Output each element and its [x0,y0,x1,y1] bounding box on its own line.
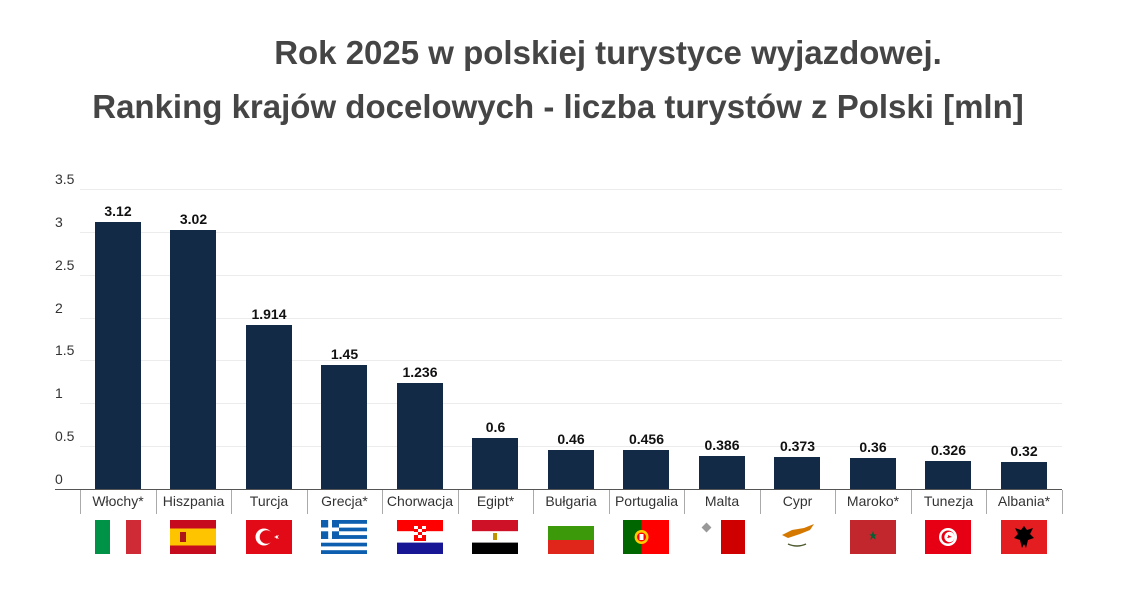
egypt-flag [472,520,519,554]
category-separator [684,490,685,514]
value-label: 0.46 [557,430,585,447]
croatia-flag [396,520,443,554]
bulgaria-flag [547,520,594,554]
category-label: Włochy* [92,493,144,509]
bar-3[interactable] [321,364,368,489]
category-separator [1061,490,1063,514]
bar-6[interactable] [547,449,594,489]
gridline [80,446,1062,448]
y-tick-label: 1.5 [55,342,75,359]
value-label: 0.373 [779,438,816,455]
gridline [80,317,1062,319]
turkey-flag [245,520,292,554]
value-label: 0.6 [485,418,506,435]
value-label: 3.12 [104,202,132,219]
category-label: Albania* [997,493,1051,509]
chart-title-line2: Ranking krajów docelowych - liczba turys… [92,88,1024,125]
category-separator [457,490,459,514]
y-tick-label: 1 [55,385,63,402]
category-label: Tunezja [923,493,974,509]
category-label: Portugalia [614,493,679,509]
category-label: Malta [704,493,740,509]
gridline [80,403,1062,405]
gridline [80,189,1062,190]
category-separator [835,490,836,514]
category-separator [986,490,987,514]
y-tick-label: 0.5 [55,428,75,445]
bar-5[interactable] [472,437,519,489]
category-label: Egipt* [476,493,515,509]
value-label: 0.326 [930,442,967,459]
category-separator [608,490,610,514]
y-tick-label: 2 [55,299,63,316]
portugal-flag [623,520,670,554]
category-separator [382,490,383,514]
y-tick-label: 3.5 [55,171,75,187]
y-tick-label: 0 [55,471,63,487]
bar-8[interactable] [698,455,745,489]
category-label: Chorwacja [386,493,454,509]
italy-flag [94,520,141,554]
spain-flag [170,520,217,554]
bar-10[interactable] [849,458,896,489]
greece-flag [321,520,368,554]
category-separator [155,490,157,514]
value-label: 0.386 [704,436,740,453]
morocco-flag [849,520,896,554]
bar-7[interactable] [623,449,670,489]
gridline [80,231,1062,233]
category-label: Grecja* [321,493,368,509]
x-axis-line [55,489,1062,490]
gridline [80,274,1062,276]
value-label: 1.45 [330,345,359,362]
category-label: Bułgaria [545,493,597,509]
category-separator [231,490,232,514]
category-separator [80,490,81,514]
albania-flag [1000,520,1047,554]
chart-title-line1: Rok 2025 w polskiej turystyce wyjazdowej… [274,34,942,71]
bar-11[interactable] [925,461,972,489]
value-label: 0.32 [1010,442,1038,459]
y-tick-label: 2.5 [55,256,75,273]
tunisia-flag [925,520,972,554]
category-separator [306,490,308,514]
value-label: 0.36 [859,439,887,456]
gridline [80,360,1062,362]
bar-4[interactable] [396,383,443,489]
value-label: 0.456 [628,430,665,447]
category-label: Hiszpania [162,493,225,509]
malta-flag [698,520,745,554]
value-label: 1.236 [402,364,438,381]
category-label: Turcja [249,493,289,509]
category-separator [759,490,761,514]
y-tick-label: 3 [55,213,63,230]
bar-1[interactable] [170,230,217,489]
cyprus-flag [774,520,821,554]
category-label: Maroko* [846,493,900,509]
category-separator [533,490,534,514]
value-label: 1.914 [251,305,287,322]
bar-2[interactable] [245,324,292,489]
value-label: 3.02 [179,211,208,228]
category-label: Cypr [782,493,813,509]
bar-12[interactable] [1000,461,1047,489]
bar-9[interactable] [774,457,821,489]
category-separator [910,490,912,514]
bar-0[interactable] [94,221,141,489]
